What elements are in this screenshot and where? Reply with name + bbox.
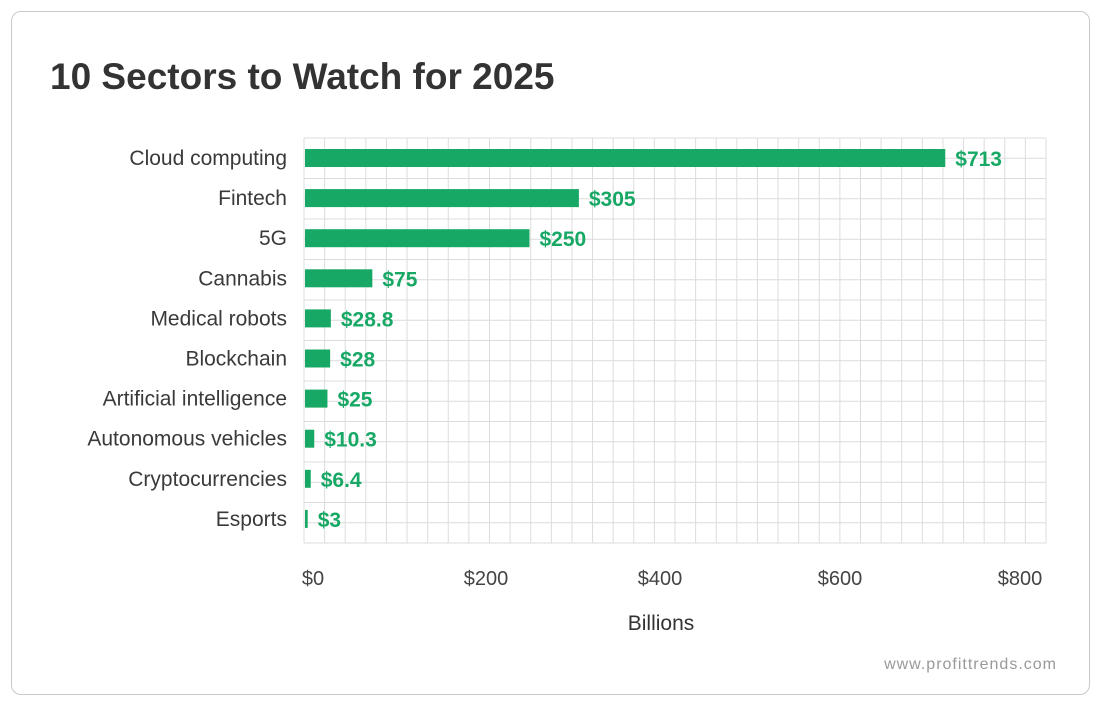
bar [305,149,946,167]
data-label: $28 [340,349,375,372]
bar [305,229,530,248]
bar [305,469,311,488]
bar [305,429,315,448]
category-label: Esports [216,508,287,531]
source-credit: www.profittrends.com [884,656,1057,673]
category-label: Cryptocurrencies [128,468,287,491]
data-label: $75 [382,268,417,291]
x-tick-label: $200 [464,568,509,590]
category-label: Fintech [218,187,287,210]
data-label: $3 [318,509,341,532]
data-label: $25 [337,389,372,412]
category-label: Blockchain [185,348,287,371]
data-label: $6.4 [321,469,362,492]
bar [305,389,328,408]
x-tick-label: $800 [998,568,1043,590]
category-label: Medical robots [150,307,287,330]
x-tick-label: $600 [818,568,863,590]
x-axis-label: Billions [628,612,695,635]
chart-title: 10 Sectors to Watch for 2025 [50,56,555,97]
category-label: Artificial intelligence [103,388,287,411]
category-label: 5G [259,227,287,250]
data-label: $713 [955,148,1002,171]
category-label: Cannabis [198,267,287,290]
data-label: $250 [540,228,587,251]
data-label: $305 [589,188,636,211]
bar [305,269,373,288]
bar [305,309,331,328]
bar [305,189,579,208]
x-tick-label: $0 [302,568,324,590]
category-label: Autonomous vehicles [87,428,287,451]
x-tick-label: $400 [638,568,683,590]
data-label: $10.3 [324,429,377,452]
chart-card [11,11,1090,695]
data-label: $28.8 [341,308,394,331]
bar [305,349,331,368]
bar [305,509,308,528]
category-label: Cloud computing [129,147,287,170]
